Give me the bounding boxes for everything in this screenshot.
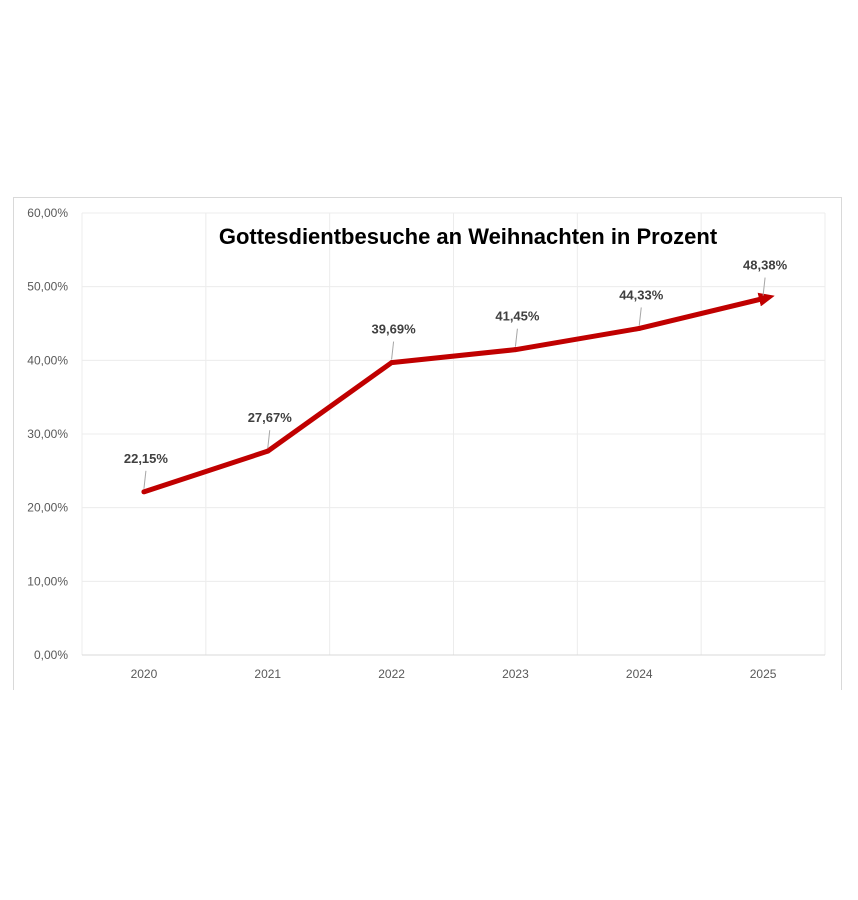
data-point bbox=[389, 360, 395, 366]
data-label-leader bbox=[267, 430, 271, 449]
x-tick-label: 2025 bbox=[750, 667, 777, 681]
data-label-leader bbox=[638, 307, 642, 326]
y-tick-label: 40,00% bbox=[27, 353, 68, 367]
data-label: 44,33% bbox=[619, 287, 664, 302]
data-label: 48,38% bbox=[743, 258, 788, 273]
y-tick-label: 20,00% bbox=[27, 501, 68, 515]
y-tick-label: 10,00% bbox=[27, 574, 68, 588]
chart-title: Gottesdientbesuche an Weihnachten in Pro… bbox=[219, 224, 718, 249]
data-label-leader bbox=[143, 470, 147, 489]
label-layer: 22,15% 27,67% 39,69% 41,45% 44,33% 48,38% bbox=[124, 258, 788, 489]
x-tick-label: 2022 bbox=[378, 667, 405, 681]
data-point bbox=[636, 325, 642, 331]
series-line bbox=[143, 292, 775, 495]
x-tick-label: 2021 bbox=[254, 667, 281, 681]
axis-layer: 0,00% 10,00% 20,00% 30,00% 40,00% 50,00% 60,00… bbox=[27, 206, 825, 681]
data-label-leader bbox=[391, 341, 395, 360]
data-label: 41,45% bbox=[495, 309, 540, 324]
x-tick-label: 2024 bbox=[626, 667, 653, 681]
data-point bbox=[141, 489, 147, 495]
y-tick-label: 0,00% bbox=[34, 648, 68, 662]
x-tick-label: 2020 bbox=[131, 667, 158, 681]
data-label: 27,67% bbox=[248, 410, 293, 425]
x-tick-label: 2023 bbox=[502, 667, 529, 681]
y-tick-label: 60,00% bbox=[27, 206, 68, 220]
data-label: 39,69% bbox=[372, 322, 417, 337]
series-layer bbox=[141, 292, 775, 495]
data-label-leader bbox=[514, 328, 518, 347]
data-label: 22,15% bbox=[124, 451, 169, 466]
data-point bbox=[512, 347, 518, 353]
grid-layer bbox=[81, 212, 826, 655]
y-tick-label: 50,00% bbox=[27, 280, 68, 294]
data-point bbox=[760, 296, 766, 302]
data-point bbox=[265, 448, 271, 454]
y-tick-label: 30,00% bbox=[27, 427, 68, 441]
chart-frame bbox=[13, 197, 842, 690]
data-label-leader bbox=[762, 277, 766, 296]
